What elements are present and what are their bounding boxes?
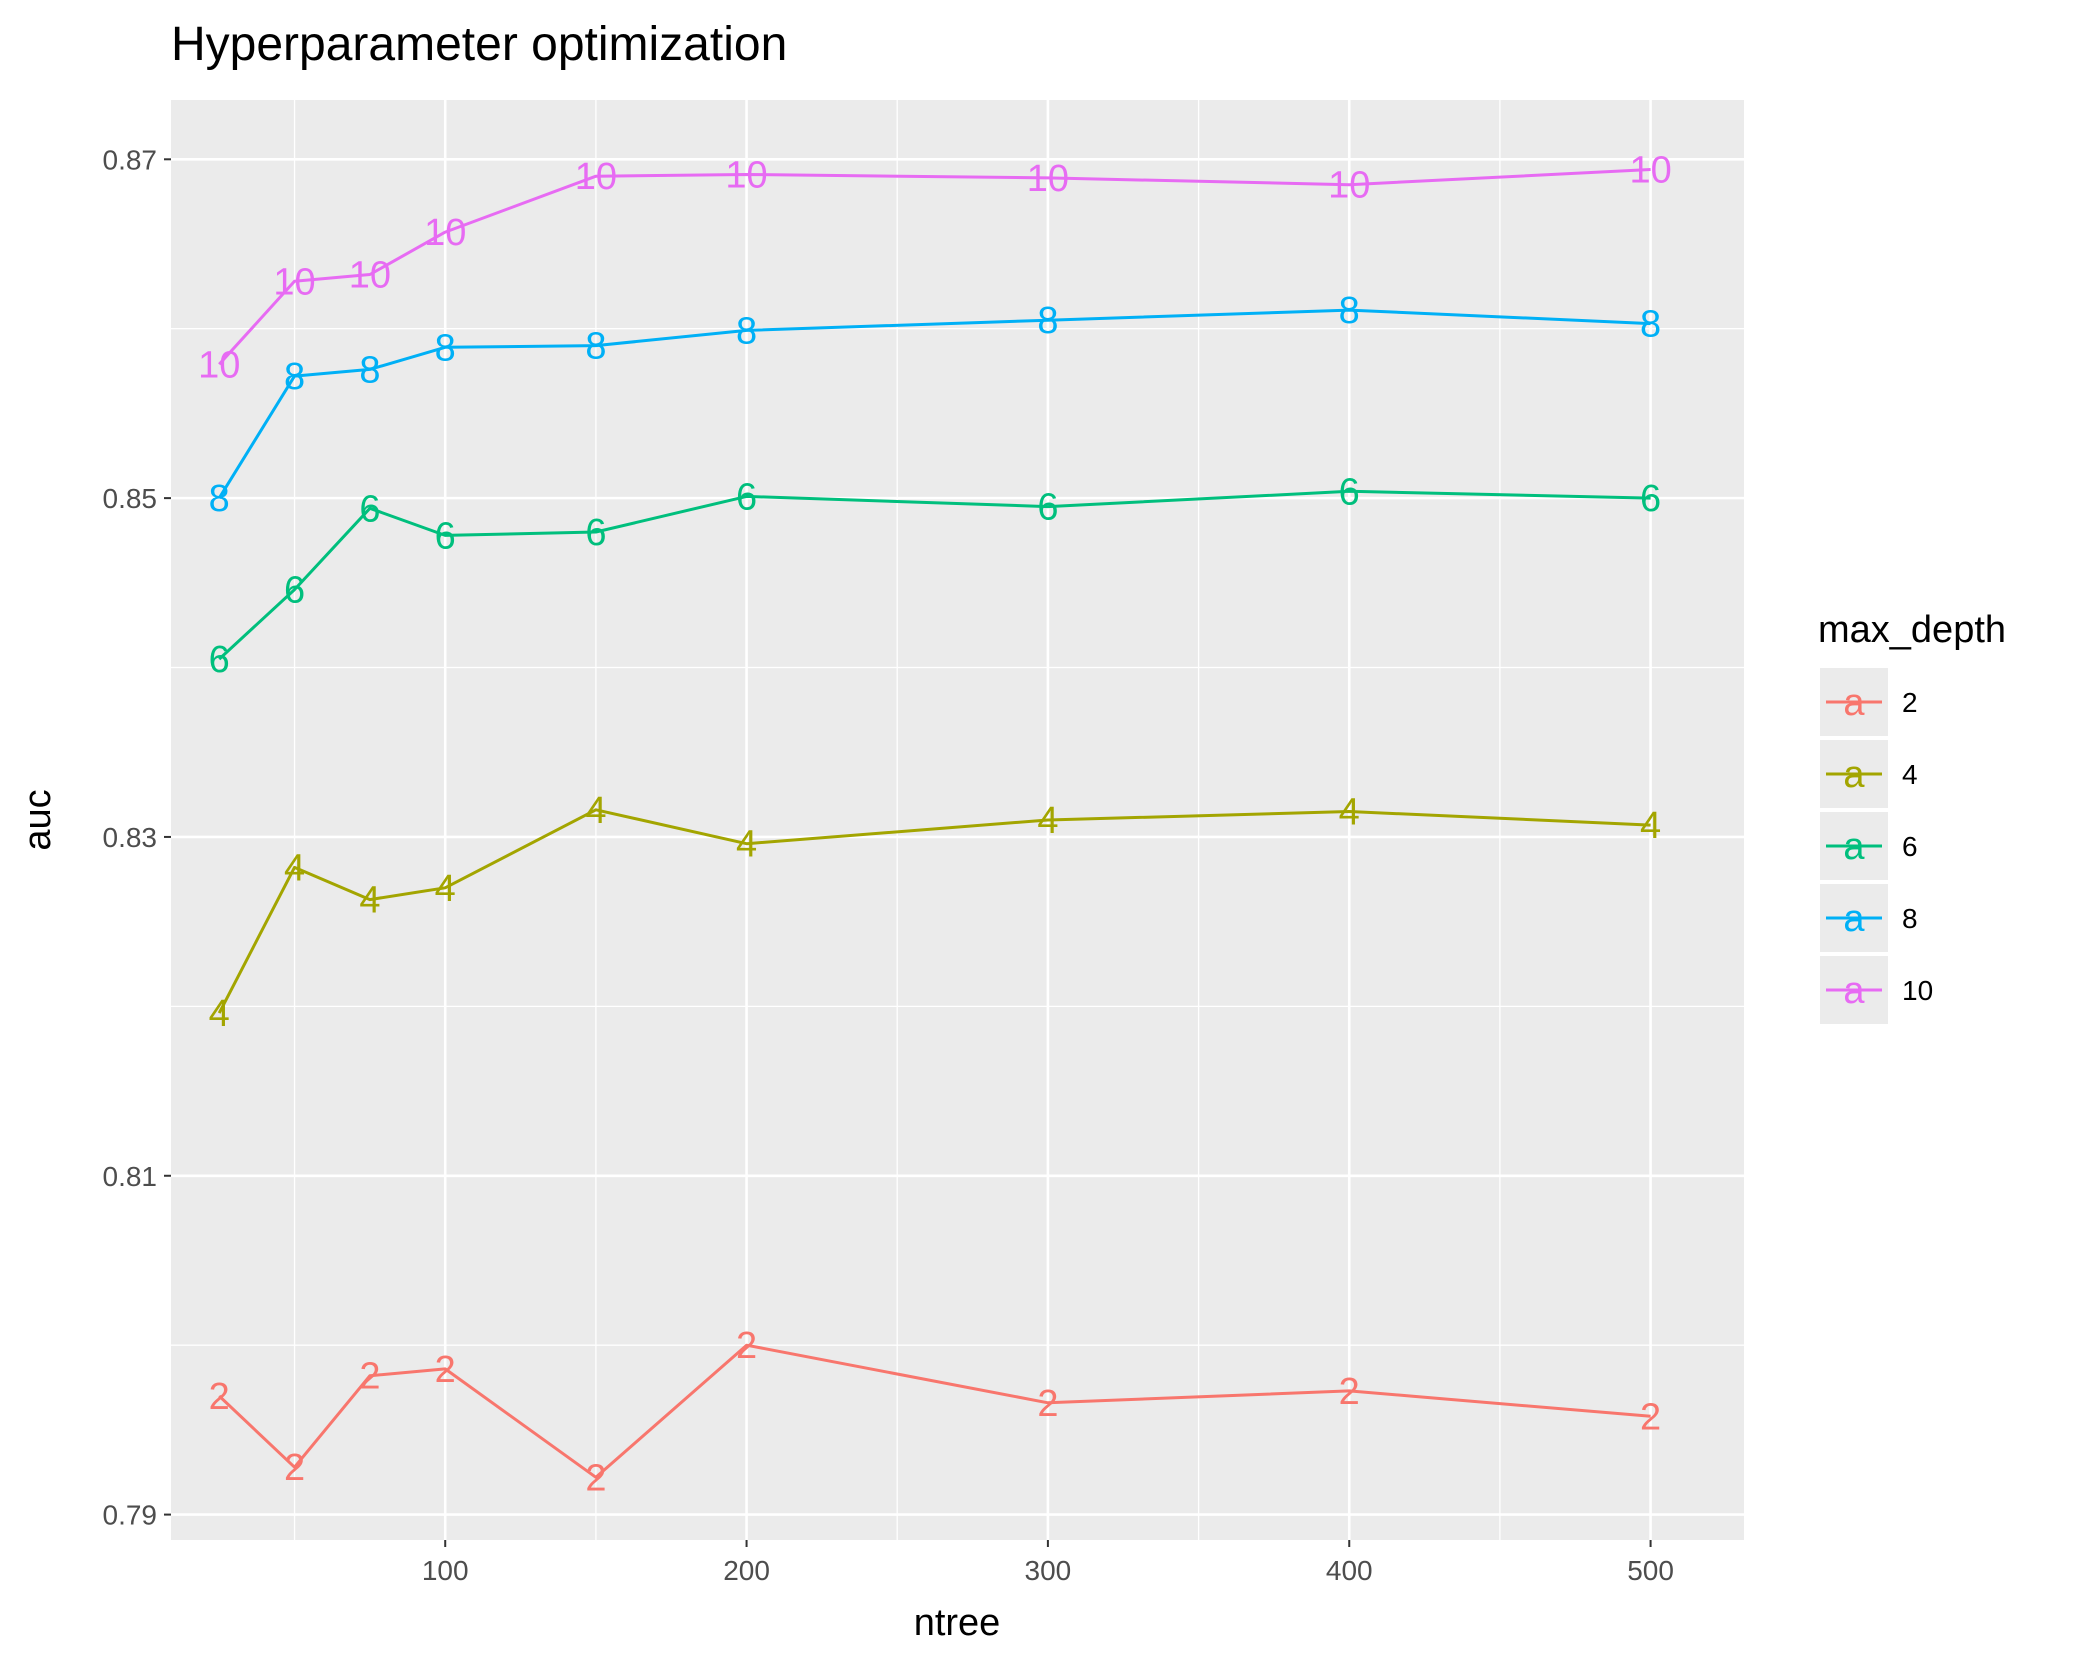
data-point-label: 8 [585,326,606,368]
data-point-label: 8 [435,327,456,369]
x-tick-label: 100 [422,1555,469,1586]
x-tick-label: 200 [723,1555,770,1586]
data-point-label: 2 [1339,1371,1360,1413]
legend-key-glyph: a [1843,826,1865,868]
data-point-label: 4 [1037,800,1058,842]
legend-key-glyph: a [1843,970,1865,1012]
series-6: 6 6 6 6 6 6 6 6 6 [209,471,1662,681]
data-point-label: 2 [585,1457,606,1499]
data-point-label: 6 [284,570,305,612]
data-point-label: 8 [1339,290,1360,332]
y-tick-label: 0.83 [103,822,158,853]
legend-key-glyph: a [1843,754,1865,796]
data-point-label: 10 [725,155,767,197]
data-point-label: 8 [1037,300,1058,342]
data-point-label: 4 [284,847,305,889]
data-point-label: 6 [1037,487,1058,529]
data-point-label: 6 [1640,478,1661,520]
data-point-label: 6 [209,639,230,681]
series-line [217,308,1651,499]
data-point-label: 2 [1037,1383,1058,1425]
data-point-label: 4 [1640,805,1661,847]
series-4: 4 4 4 4 4 4 4 4 4 [209,790,1662,1035]
plot-panel [171,100,1744,1540]
data-point-label: 10 [198,344,240,386]
legend-label: 2 [1902,687,1918,718]
data-point-label: 8 [209,478,230,520]
data-point-label: 6 [736,476,757,518]
data-point-label: 10 [424,212,466,254]
data-point-label: 2 [359,1356,380,1398]
legend-key-glyph: a [1843,898,1865,940]
data-point-label: 2 [736,1325,757,1367]
data-point-label: 8 [1640,304,1661,346]
axes: 100 200 300 400 500 0.79 0.81 0.83 0.85 0.87 [103,144,1674,1586]
series-line [218,168,1651,366]
legend-label: 4 [1902,759,1918,790]
y-tick-label: 0.87 [103,144,158,175]
data-point-label: 4 [1339,792,1360,834]
data-point-label: 6 [1339,471,1360,513]
y-tick-label: 0.81 [103,1161,158,1192]
data-point-label: 8 [359,349,380,391]
legend-key-glyph: a [1843,682,1865,724]
data-point-label: 10 [575,156,617,198]
data-point-label: 2 [435,1349,456,1391]
series-line [218,1343,1651,1479]
x-tick-label: 300 [1025,1555,1072,1586]
data-point-label: 4 [585,790,606,832]
data-point-label: 8 [736,310,757,352]
data-point-label: 10 [1328,165,1370,207]
chart-title: Hyperparameter optimization [171,18,787,71]
legend-label: 6 [1902,831,1918,862]
data-point-label: 4 [209,993,230,1035]
legend-item-10: a 10 [1820,956,1933,1024]
series-8: 8 8 8 8 8 8 8 8 8 [209,290,1662,520]
y-tick-label: 0.79 [103,1500,158,1531]
legend-label: 8 [1902,903,1918,934]
series-10: 10 10 10 10 10 10 10 10 10 [198,149,1672,386]
data-point-label: 4 [435,868,456,910]
data-point-label: 8 [284,356,305,398]
series-line [217,808,1651,1014]
data-point-label: 6 [359,488,380,530]
data-point-label: 6 [585,512,606,554]
series-2: 2 2 2 2 2 2 2 2 2 [209,1325,1662,1499]
data-point-label: 4 [736,824,757,866]
data-point-label: 2 [284,1447,305,1489]
x-tick-label: 400 [1326,1555,1373,1586]
data-point-label: 10 [349,254,391,296]
legend: max_depth a 2a 4a 6a 8a 10 [1818,609,2006,1024]
legend-label: 10 [1902,975,1933,1006]
data-point-label: 2 [1640,1396,1661,1438]
legend-title: max_depth [1818,609,2006,651]
x-axis-title: ntree [914,1602,1001,1644]
y-tick-label: 0.85 [103,483,158,514]
data-point-label: 10 [1629,149,1671,191]
x-tick-label: 500 [1627,1555,1674,1586]
series-line [218,489,1651,661]
data-point-label: 4 [359,880,380,922]
data-point-label: 10 [273,261,315,303]
data-point-label: 10 [1027,158,1069,200]
data-point-label: 2 [209,1376,230,1418]
y-axis-title: auc [17,789,59,850]
data-point-label: 6 [435,515,456,557]
